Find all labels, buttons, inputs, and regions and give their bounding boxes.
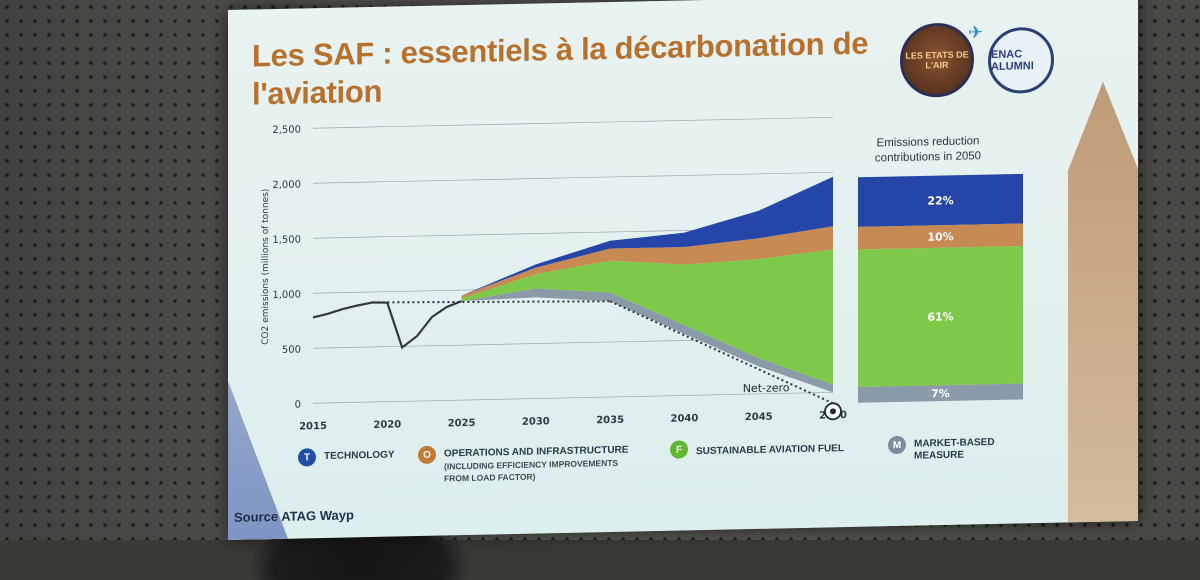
y-tick-label: 0 (295, 399, 301, 410)
breakdown-label: 22% (927, 194, 953, 208)
operations-icon: O (418, 445, 436, 465)
breakdown-segment (858, 223, 1023, 250)
legend-sub-market: MEASURE (914, 449, 965, 462)
y-axis-label: CO2 emissions (millions of tonnes) (261, 189, 271, 345)
x-tick-label: 2030 (522, 416, 550, 428)
area-technology (461, 176, 833, 296)
target-icon-center (830, 408, 836, 415)
area-market-based-measure (461, 288, 833, 393)
net-zero-dotted-line (609, 300, 834, 405)
breakdown-segment (858, 173, 1023, 227)
market-icon: M (888, 435, 906, 455)
technology-icon: T (298, 448, 316, 467)
breakdown-label: 7% (931, 387, 950, 400)
legend-sub-operations-2: FROM LOAD FACTOR) (444, 471, 536, 484)
gridline (313, 171, 833, 184)
x-tick-label: 2015 (299, 421, 327, 433)
legend-label-market: MARKET-BASED (914, 436, 995, 450)
legend-text-operations: OPERATIONS AND INFRASTRUCTURE (INCLUDING… (444, 445, 628, 485)
area-sustainable-aviation-fuel (461, 249, 833, 385)
breakdown-heading: Emissions reduction contributions in 205… (838, 133, 1018, 167)
legend-label-technology: TECHNOLOGY (324, 449, 395, 462)
y-tick-label: 1,000 (272, 289, 301, 301)
historic-emissions-line (312, 300, 462, 350)
legend-item-technology: T TECHNOLOGY (298, 446, 428, 499)
legend-text-market: MARKET-BASED MEASURE (914, 437, 995, 463)
net-zero-label: Net-zero (743, 381, 790, 395)
breakdown-label: 10% (927, 230, 953, 244)
x-tick-label: 2025 (448, 418, 476, 430)
area-operations-and-infrastructure (461, 226, 833, 299)
y-tick-label: 2,500 (272, 124, 301, 136)
breakdown-segment (858, 383, 1023, 403)
gridline (313, 391, 833, 404)
breakdown-segment (858, 246, 1023, 388)
legend-item-market: M MARKET-BASED MEASURE (888, 433, 1028, 486)
gridline (313, 116, 833, 129)
y-tick-label: 500 (282, 344, 301, 355)
legend-item-operations: O OPERATIONS AND INFRASTRUCTURE (INCLUDI… (418, 441, 668, 496)
y-tick-label: 2,000 (272, 179, 301, 191)
presentation-slide: Les SAF : essentiels à la décarbonation … (228, 0, 1138, 540)
x-tick-label: 2045 (745, 412, 773, 424)
legend-label-saf: SUSTAINABLE AVIATION FUEL (696, 443, 844, 458)
y-tick-label: 1,500 (272, 234, 301, 246)
fuel-icon: F (670, 440, 688, 459)
breakdown-label: 61% (927, 310, 953, 324)
x-tick-label: 2040 (671, 413, 699, 425)
emissions-chart: 0 500 1,000 1,500 2,000 2,500 2015 2020 2025 2030… (261, 116, 1023, 433)
x-tick-label: 2035 (596, 415, 624, 427)
legend-item-saf: F SUSTAINABLE AVIATION FUEL (670, 436, 880, 490)
x-tick-label: 2020 (373, 419, 401, 431)
